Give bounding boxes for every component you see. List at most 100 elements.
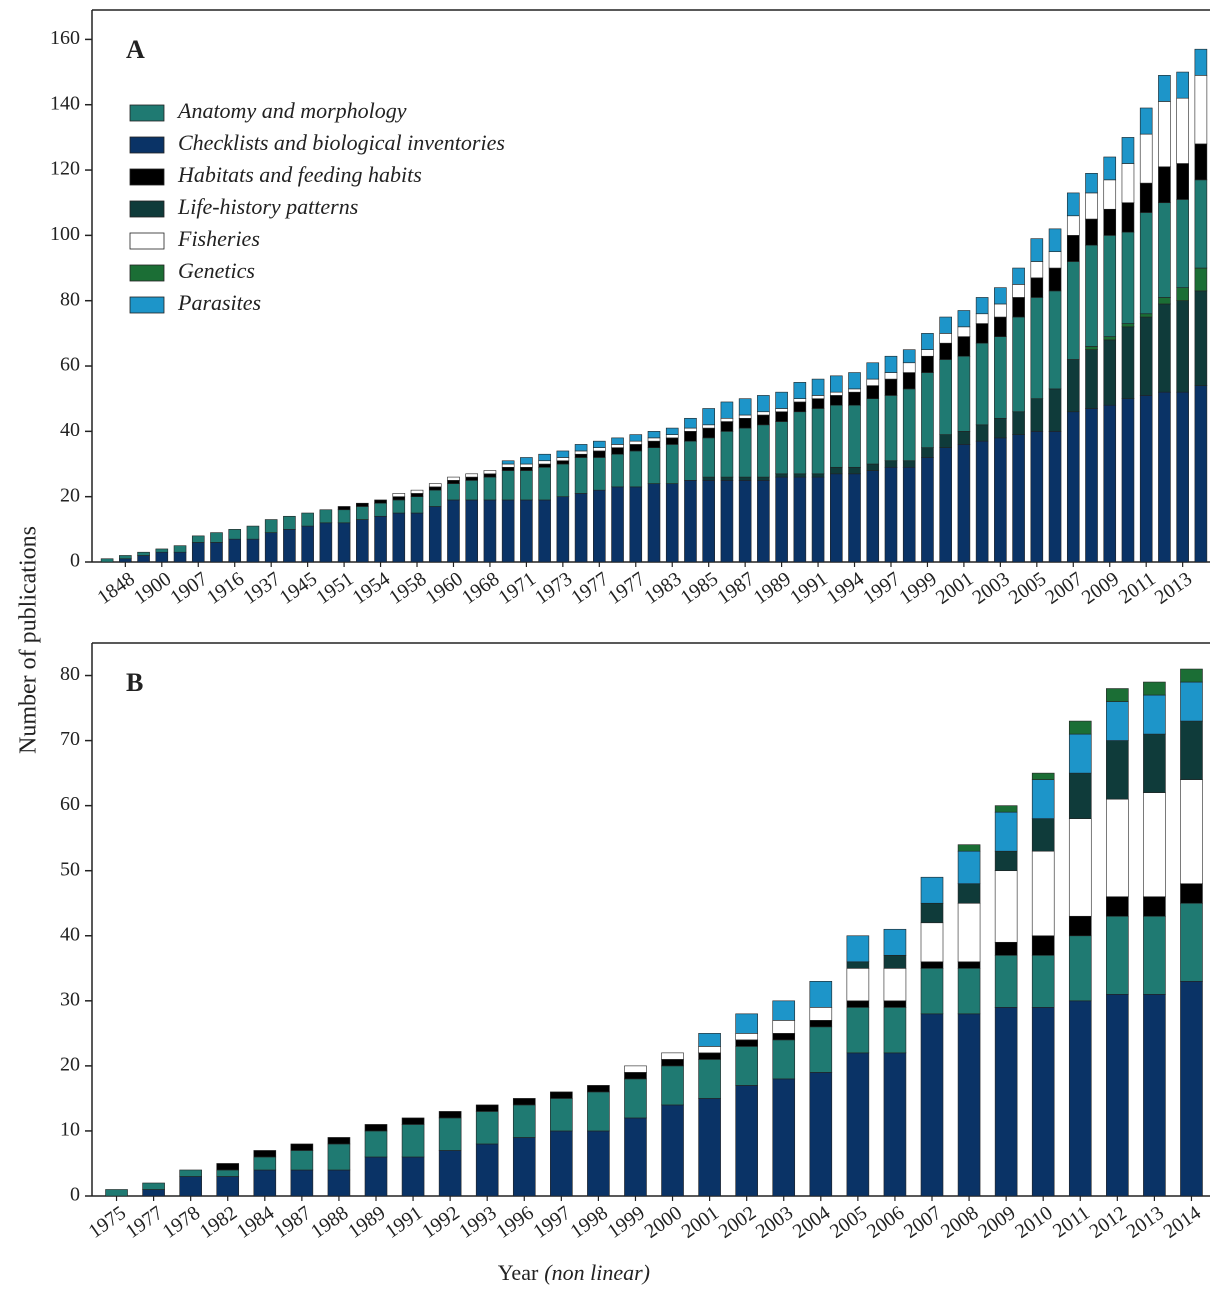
bar-segment [793, 382, 807, 399]
bar-segment [1106, 994, 1129, 1197]
bar-segment [975, 297, 989, 315]
bar-segment [105, 1189, 128, 1197]
bar-segment [775, 411, 788, 422]
bar-segment [775, 473, 788, 478]
bar-segment [1176, 391, 1189, 563]
bar-segment [1048, 388, 1062, 432]
bar-segment [1066, 192, 1080, 217]
legend-swatch [129, 200, 165, 218]
bar-segment [1143, 994, 1166, 1197]
bar-segment [902, 349, 916, 364]
bar-segment [501, 466, 515, 471]
bar-segment [975, 323, 989, 344]
bar-segment [1194, 143, 1208, 181]
bar-segment [772, 1000, 796, 1021]
bar-segment [1158, 101, 1171, 168]
bar-segment [1031, 818, 1055, 852]
x-tick-label: 1987 [270, 1202, 315, 1243]
legend-label: Fisheries [177, 226, 260, 251]
bar-segment [447, 476, 460, 481]
bar-segment [216, 1163, 240, 1171]
bar-segment [1066, 215, 1080, 236]
bar-segment [587, 1085, 610, 1093]
bar-segment [1158, 75, 1171, 102]
bar-segment [647, 447, 661, 484]
x-tick-label: 2005 [826, 1202, 871, 1243]
bar-segment [1106, 896, 1129, 917]
bar-segment [428, 489, 442, 507]
x-tick-label: 2011 [1049, 1202, 1094, 1243]
bar-segment [1048, 431, 1062, 563]
bar-segment [137, 555, 150, 563]
bar-segment [994, 850, 1018, 872]
bar-segment [957, 961, 981, 969]
bar-segment [520, 463, 533, 468]
x-tick-label: 1989 [344, 1202, 389, 1243]
bar-segment [1031, 954, 1055, 1008]
bar-segment [702, 480, 715, 563]
bar-segment [216, 1169, 240, 1177]
bar-segment [611, 444, 624, 448]
bar-segment [702, 437, 715, 478]
bar-segment [1068, 915, 1092, 937]
bar-segment [884, 466, 898, 563]
x-tick-label: 2003 [752, 1202, 797, 1243]
bar-segment [1121, 323, 1135, 328]
x-tick-label: 1978 [159, 1202, 204, 1243]
bar-segment [702, 427, 715, 439]
bar-segment [921, 333, 934, 350]
y-axis-label: Number of publications [16, 526, 42, 754]
bar-segment [1194, 48, 1208, 76]
bar-segment [975, 440, 989, 563]
bar-segment [173, 551, 187, 563]
bar-segment [1066, 261, 1080, 360]
bar-segment [593, 447, 606, 452]
bar-segment [191, 542, 205, 563]
bar-segment [920, 1013, 944, 1197]
bar-segment [866, 398, 880, 465]
bar-segment [809, 1007, 833, 1021]
bar-segment [661, 1104, 684, 1197]
x-tick-label: 2010 [1011, 1202, 1056, 1243]
bar-segment [735, 1039, 758, 1047]
bar-segment [1121, 398, 1135, 563]
bar-segment [1085, 408, 1098, 563]
bar-segment [392, 512, 406, 563]
bar-segment [538, 453, 551, 462]
bar-segment [957, 444, 971, 563]
bar-segment [119, 558, 132, 563]
bar-segment [1139, 107, 1153, 135]
bar-segment [883, 954, 907, 969]
bar-segment [793, 411, 807, 475]
bar-segment [327, 1169, 351, 1197]
bar-segment [809, 1020, 833, 1028]
bar-segment [884, 355, 898, 373]
bar-segment [902, 372, 916, 390]
y-tick-label: 30 [60, 988, 80, 1010]
bar-segment [392, 493, 406, 497]
bar-segment [698, 1033, 721, 1047]
bar-segment [1048, 228, 1062, 253]
bar-segment [1176, 199, 1189, 288]
bar-segment [772, 1020, 796, 1034]
bar-segment [538, 463, 551, 468]
bar-segment [629, 444, 643, 452]
bar-segment [957, 967, 981, 1015]
y-tick-label: 80 [60, 663, 80, 685]
bar-segment [142, 1189, 165, 1197]
bar-segment [1031, 772, 1055, 780]
bar-segment [848, 388, 861, 393]
bar-segment [665, 427, 679, 435]
bar-segment [920, 902, 944, 924]
bar-segment [920, 922, 944, 963]
x-tick-label: 1977 [122, 1202, 167, 1243]
bar-segment [1158, 166, 1171, 204]
bar-segment [556, 450, 570, 458]
bar-segment [1068, 733, 1092, 774]
x-tick-label: 1997 [529, 1202, 574, 1243]
bar-segment [1180, 779, 1203, 885]
bar-segment [793, 398, 807, 403]
bar-segment [428, 506, 442, 563]
bar-segment [957, 355, 971, 432]
